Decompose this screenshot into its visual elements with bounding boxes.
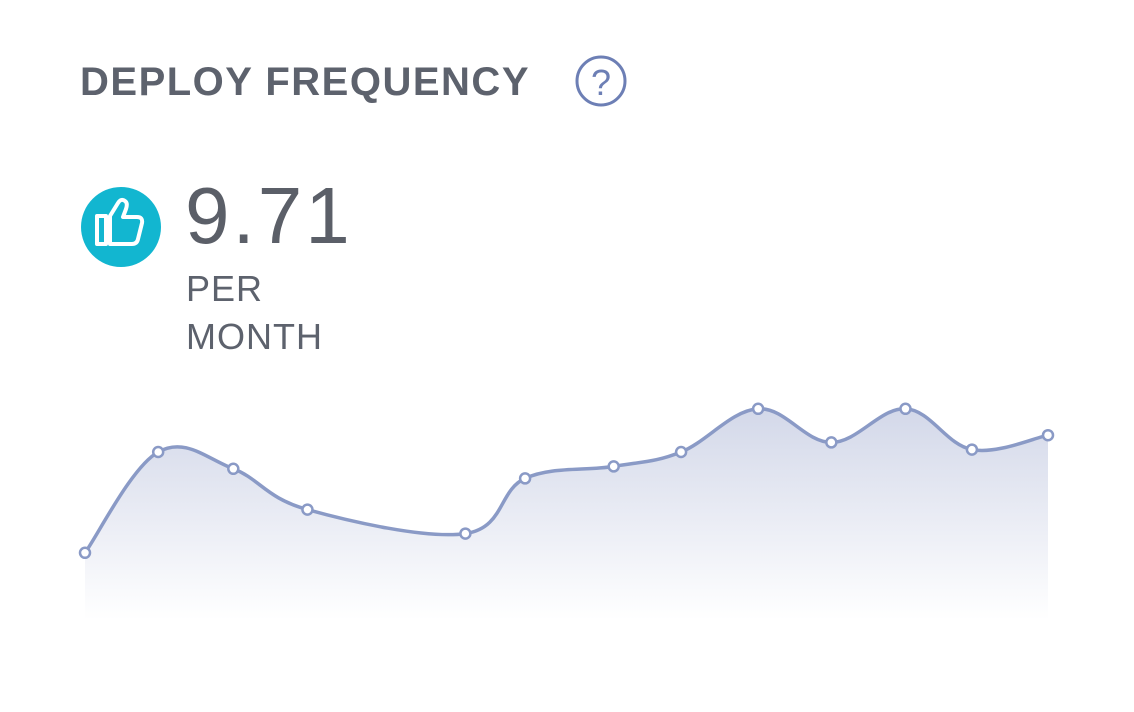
thumbs-up-icon <box>95 197 145 246</box>
data-point <box>518 472 532 485</box>
data-point <box>459 527 472 540</box>
card-title: DEPLOY FREQUENCY <box>80 60 530 104</box>
metric-unit: PER <box>186 268 263 309</box>
data-point <box>751 402 765 416</box>
help-icon[interactable]: ? <box>575 55 627 107</box>
data-point <box>78 546 92 560</box>
data-point <box>965 443 979 456</box>
help-icon-glyph[interactable]: ? <box>591 62 611 103</box>
metric-unit: MONTH <box>186 316 323 357</box>
data-point <box>607 460 620 473</box>
data-point <box>674 445 688 459</box>
data-point <box>1041 428 1055 442</box>
data-point <box>825 436 838 449</box>
metric-value: 9.71 <box>185 171 353 260</box>
thumbs-up-badge <box>81 187 161 267</box>
area-fill <box>85 408 1048 620</box>
data-point <box>899 402 912 416</box>
badge-circle <box>81 187 161 267</box>
data-point <box>227 462 240 476</box>
data-point <box>151 445 165 459</box>
help-icon-circle[interactable] <box>575 55 627 107</box>
data-point <box>301 503 314 516</box>
